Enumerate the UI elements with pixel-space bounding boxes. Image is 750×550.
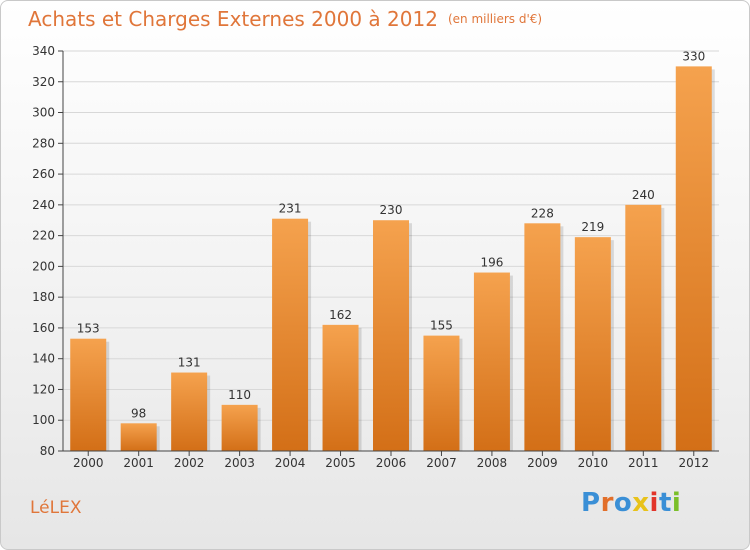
proxiti-logo[interactable]: Proxiti	[581, 488, 681, 518]
bar-value-label: 228	[531, 206, 554, 220]
x-tick-label: 2011	[628, 456, 659, 470]
x-tick-label: 2000	[73, 456, 104, 470]
y-tick-label: 180	[32, 290, 55, 304]
bar	[272, 218, 309, 451]
y-axis: 80 100 120 140 160 180 200 220 240 260 280 300 320 34…	[32, 44, 64, 458]
bar	[423, 335, 460, 451]
logo-letter: i	[671, 488, 682, 518]
bar	[574, 237, 611, 451]
y-tick-label: 220	[32, 229, 55, 243]
y-tick-label: 200	[32, 259, 55, 273]
y-tick-label: 280	[32, 136, 55, 150]
y-tick-label: 300	[32, 106, 55, 120]
chart-unit: (en milliers d'€)	[447, 12, 543, 26]
x-tick-label: 2003	[224, 456, 255, 470]
y-tick-label: 260	[32, 167, 55, 181]
logo-letter: t	[658, 488, 672, 518]
y-tick-label: 240	[32, 198, 55, 212]
bar	[473, 272, 510, 451]
bar-value-label: 240	[632, 188, 655, 202]
y-tick-label: 140	[32, 352, 55, 366]
chart-title: Achats et Charges Externes 2000 à 2012 (e…	[28, 7, 542, 31]
x-axis: 2000 2001 2002 2003 2004 2005 2006 2007 2008 2009…	[63, 450, 719, 470]
logo-letter: o	[613, 488, 633, 518]
bar	[373, 220, 409, 451]
bar-value-label: 330	[682, 49, 705, 63]
bar	[322, 324, 359, 451]
y-tick-label: 160	[32, 321, 55, 335]
y-tick-label: 320	[32, 75, 55, 89]
bar	[221, 404, 258, 451]
x-tick-label: 2008	[477, 456, 508, 470]
x-tick-label: 2001	[123, 456, 154, 470]
y-tick-label: 80	[40, 444, 55, 458]
bar-value-label: 155	[430, 319, 453, 333]
logo-letter: x	[632, 488, 650, 518]
commune-name: LéLEX	[30, 498, 82, 518]
x-tick-label: 2002	[174, 456, 205, 470]
bar	[70, 338, 107, 451]
bar-value-label: 131	[178, 356, 201, 370]
x-tick-label: 2012	[678, 456, 709, 470]
y-tick-label: 100	[32, 413, 55, 427]
logo-letter: P	[581, 488, 601, 518]
x-tick-label: 2006	[376, 456, 407, 470]
y-tick-label: 340	[32, 44, 55, 58]
logo-letter: i	[649, 488, 659, 518]
bar-value-label: 98	[131, 406, 146, 420]
bar-value-label: 219	[581, 220, 604, 234]
x-tick-label: 2007	[426, 456, 457, 470]
bar	[625, 204, 662, 451]
x-tick-label: 2005	[325, 456, 356, 470]
bar	[171, 372, 208, 451]
logo-letter: r	[600, 488, 614, 518]
bar	[675, 66, 712, 451]
x-tick-label: 2009	[527, 456, 558, 470]
bar-value-label: 162	[329, 308, 352, 322]
x-tick-label: 2004	[275, 456, 306, 470]
bar-value-label: 231	[279, 202, 302, 216]
bar	[524, 223, 561, 451]
bar-value-label: 230	[380, 203, 403, 217]
x-tick-label: 2010	[578, 456, 609, 470]
bar-value-label: 110	[228, 388, 251, 402]
bars: 153 98 131 110 231 162 230 155 196 228 219 240 330	[70, 49, 715, 451]
bar-value-label: 196	[480, 256, 503, 270]
y-tick-label: 120	[32, 382, 55, 396]
chart-title-text: Achats et Charges Externes 2000 à 2012	[28, 7, 438, 31]
bar-value-label: 153	[77, 322, 100, 336]
bar	[120, 423, 157, 451]
